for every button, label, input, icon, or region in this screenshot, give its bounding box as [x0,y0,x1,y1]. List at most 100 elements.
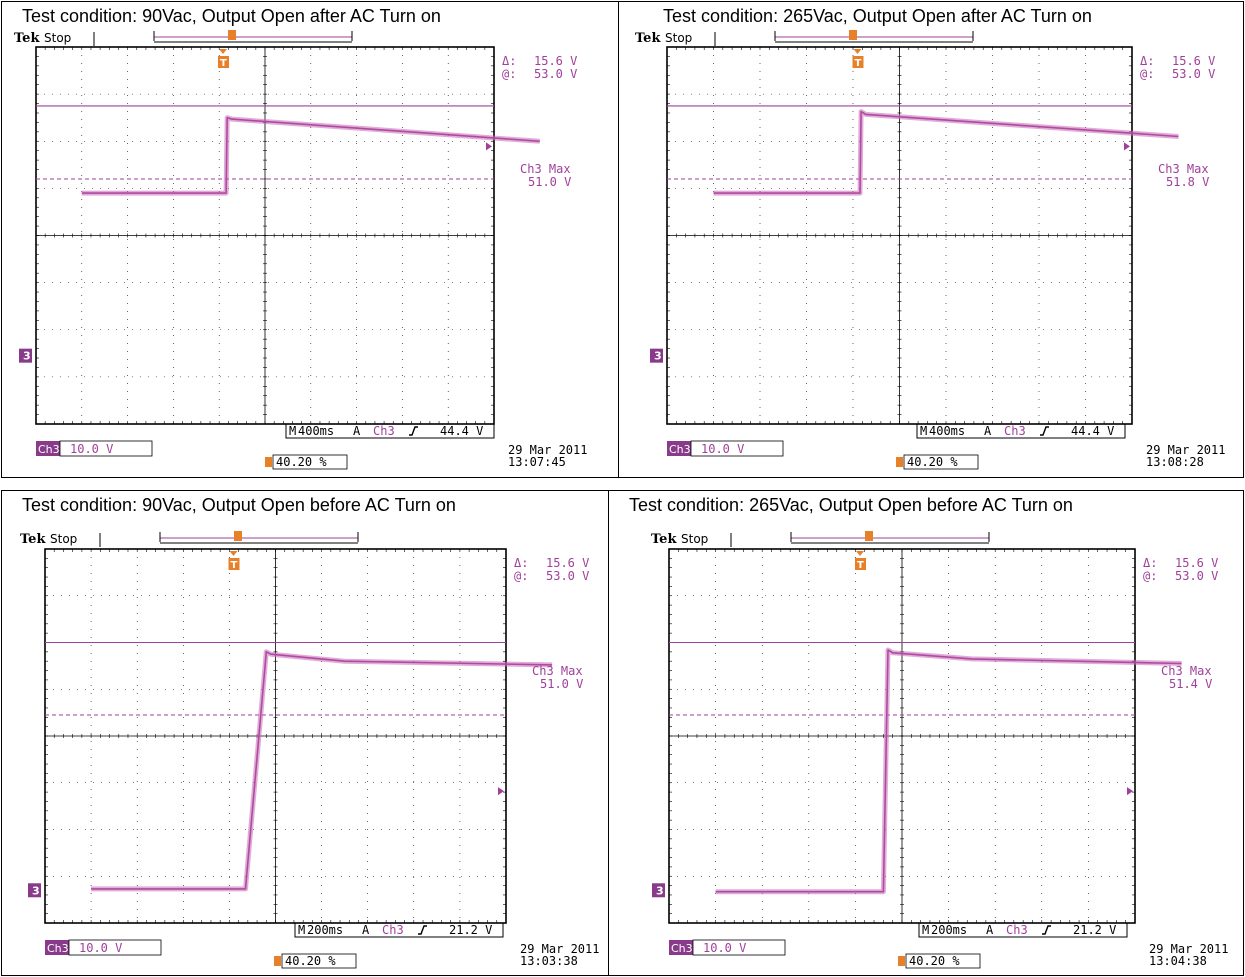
record-bar-brackets [153,31,353,43]
delta-value: 15.6 V [1172,54,1215,68]
channel-badge-label: Ch3 [47,942,69,955]
brand-label: Tek [651,532,677,547]
h-position-box [903,454,979,470]
at-symbol: @: [514,569,528,583]
trigger-pos-icon [218,56,229,68]
trace-line [91,651,553,890]
at-value: 53.0 V [546,569,589,583]
trigger-pos-label: T [231,560,238,571]
max-value: 51.8 V [1166,175,1209,189]
trigger-mode-A: A [353,424,361,438]
timebase-M-label: M [298,923,305,937]
panel-cell-0: Test condition: 90Vac, Output Open after… [1,1,619,478]
timebase-value: 400ms [929,424,965,438]
time-label: 13:08:28 [1146,455,1204,469]
h-position-icon [898,956,905,966]
delta-symbol: Δ: [1143,556,1157,570]
max-label: Ch3 Max [520,162,571,176]
trigger-level-icon [1124,142,1130,151]
h-position-value: 40.20 % [909,954,960,968]
timebase-box [285,423,495,439]
trigger-pos-label: T [220,58,227,69]
volts-div-value: 10.0 V [701,442,744,456]
trigger-pos-label: T [857,560,864,571]
max-label: Ch3 Max [1158,162,1209,176]
channel-badge [669,940,693,955]
record-position-icon [228,30,236,40]
panel-caption: Test condition: 90Vac, Output Open after… [22,6,441,26]
timebase-box [294,922,504,938]
time-label: 13:03:38 [520,954,578,968]
trigger-mode-A: A [984,424,992,438]
at-value: 53.0 V [1172,67,1215,81]
date-label: 29 Mar 2011 [508,443,587,457]
delta-symbol: Δ: [514,556,528,570]
trace-noise-band [713,109,1179,196]
panel-caption: Test condition: 265Vac, Output Open afte… [663,6,1092,26]
timebase-value: 400ms [298,424,334,438]
brand-label: Tek [20,532,46,547]
timebase-value: 200ms [931,923,967,937]
trigger-pos-arrow-icon [229,551,238,556]
max-value: 51.0 V [528,175,571,189]
trace-line [81,116,540,194]
run-status-label: Stop [665,31,692,45]
date-label: 29 Mar 2011 [520,942,599,956]
trigger-mode-A: A [362,923,370,937]
time-label: 13:07:45 [508,455,566,469]
rising-edge-icon [1042,925,1051,935]
channel-ground-label: 3 [23,350,31,363]
channel-ground-marker [652,883,665,898]
volts-div-value: 10.0 V [70,442,113,456]
max-label: Ch3 Max [532,664,583,678]
at-symbol: @: [1143,569,1157,583]
trigger-pos-icon [852,56,864,68]
rising-edge-icon [418,925,427,935]
trigger-level-value: 21.2 V [1073,923,1116,937]
timebase-value: 200ms [307,923,343,937]
run-status-label: Stop [681,532,708,546]
panel-cell-1: Test condition: 265Vac, Output Open afte… [618,1,1244,478]
channel-badge [45,940,69,955]
timebase-box [918,922,1128,938]
trace-line [713,110,1179,194]
channel-ground-label: 3 [654,350,662,363]
trace-line [715,649,1182,893]
at-symbol: @: [1140,67,1154,81]
channel-badge [36,441,60,456]
delta-value: 15.6 V [534,54,577,68]
volts-div-box [690,440,784,457]
run-status-label: Stop [44,31,71,45]
timebase-box [916,423,1126,439]
date-label: 29 Mar 2011 [1146,443,1225,457]
channel-ground-label: 3 [32,884,40,897]
panel-caption: Test condition: 265Vac, Output Open befo… [629,495,1073,515]
at-value: 53.0 V [1175,569,1218,583]
volts-div-box [692,939,786,956]
h-position-box [281,953,357,969]
h-position-box [272,454,348,470]
trigger-level-icon [1127,787,1133,796]
timebase-M-label: M [922,923,929,937]
channel-ground-label: 3 [656,884,664,897]
trigger-channel: Ch3 [382,923,404,937]
trace-noise-band [81,115,540,196]
trigger-pos-label: T [855,58,862,69]
run-status-label: Stop [50,532,77,546]
delta-symbol: Δ: [1140,54,1154,68]
trigger-pos-arrow-icon [219,49,227,54]
date-label: 29 Mar 2011 [1149,942,1228,956]
h-position-value: 40.20 % [285,954,336,968]
time-label: 13:04:38 [1149,954,1207,968]
trigger-mode-A: A [986,923,994,937]
max-label: Ch3 Max [1161,664,1212,678]
record-bar-brackets [774,31,974,43]
trigger-pos-icon [228,558,240,570]
record-bar-brackets [159,532,359,544]
timebase-M-label: M [920,424,927,438]
